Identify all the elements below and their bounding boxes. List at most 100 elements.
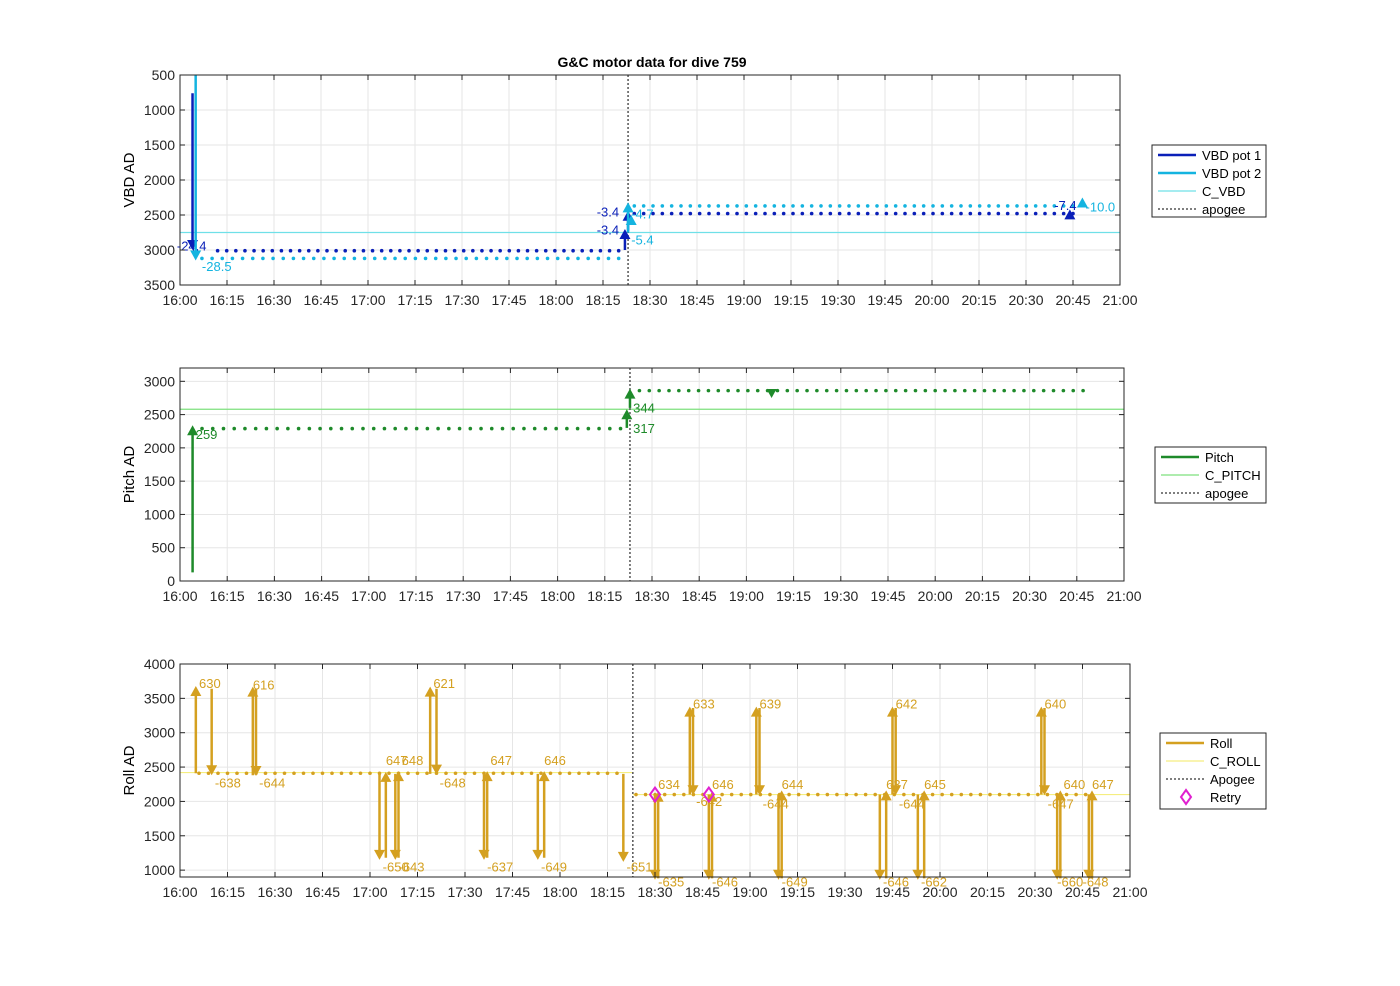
data-point [1033,211,1038,216]
event-arrowhead [912,869,924,880]
data-point [1045,792,1050,797]
data-point [884,211,889,216]
data-point [1074,792,1078,797]
x-tick-label: 17:15 [398,588,433,604]
event-arrowhead [380,771,392,782]
data-point [726,388,730,393]
event-label: -10.0 [1086,200,1116,215]
event-arrowhead [754,785,765,796]
x-tick-label: 20:00 [914,292,949,308]
x-tick-label: 19:00 [726,292,761,308]
data-point [679,204,683,208]
x-tick-label: 16:15 [210,884,245,900]
data-point [529,771,534,776]
x-tick-label: 17:45 [493,588,528,604]
data-point [805,388,809,393]
data-point [720,792,724,797]
data-point [281,256,286,261]
data-point [753,211,758,216]
event-arrowhead [481,771,493,782]
x-tick-label: 17:30 [447,884,482,900]
y-tick-label: 4000 [144,656,175,672]
event-arrowhead [621,409,633,420]
data-point [753,204,758,208]
data-point [641,211,646,216]
data-point [575,426,580,431]
data-point [940,792,944,797]
event-label: -3.4 [597,204,619,219]
data-point [1051,388,1056,393]
data-point [977,204,982,208]
data-point [725,211,730,216]
event-arrowhead [374,849,385,860]
event-label: 259 [196,427,218,442]
data-point [282,771,287,776]
event-arrowhead [424,686,436,697]
event-label: 648 [402,753,424,768]
data-point [632,211,637,216]
data-point [571,248,575,253]
data-point [893,211,898,216]
chart-panel-1: -24.4-28.5-3.4-3.4-5.4-4.7-7.4 -10.016:00… [121,67,1267,308]
data-point [902,792,906,797]
data-point [819,204,823,208]
data-point [291,256,296,261]
event-label: -4.7 [631,207,653,222]
data-point [463,771,467,776]
x-tick-label: 20:15 [970,884,1005,900]
data-point [824,388,829,393]
event-arrowhead [1064,209,1076,220]
data-point [707,204,711,208]
data-point [844,388,849,393]
event-arrowhead [1076,197,1088,208]
retry-marker [648,785,662,804]
data-point [403,256,408,261]
data-point [515,256,519,261]
event-label: -643 [399,860,425,875]
data-point [576,256,580,261]
data-point [404,426,408,431]
data-point [806,792,811,797]
data-point [781,211,786,216]
data-point [662,792,667,797]
data-point [320,771,325,776]
data-point [1033,204,1038,208]
event-label: 642 [896,697,918,712]
data-point [1041,388,1046,393]
chart-panels: -24.4-28.5-3.4-3.4-5.4-4.7-7.4 -10.016:00… [121,67,1267,900]
data-point [474,256,479,261]
event-arrowhead [880,790,892,801]
data-point [555,256,560,261]
event-label: -649 [541,860,567,875]
data-point [606,256,611,261]
data-point [716,388,721,393]
data-point [931,211,935,216]
data-point [234,248,238,253]
event-label: -649 [782,875,808,890]
data-point [453,771,458,776]
event-arrowhead [918,790,930,801]
data-point [847,211,851,216]
data-point [949,792,954,797]
data-point [301,771,306,776]
data-point [383,256,387,261]
data-point [903,211,907,216]
x-tick-label: 21:00 [1102,292,1137,308]
data-point [1007,792,1011,797]
x-tick-label: 17:45 [491,292,526,308]
data-point [543,248,548,253]
x-tick-label: 17:00 [352,884,387,900]
data-point [416,248,420,253]
data-point [479,426,483,431]
data-point [744,204,749,208]
event-label: -660 [1057,875,1083,890]
data-point [457,426,462,431]
data-point [1061,388,1066,393]
data-point [686,388,691,393]
event-arrowhead [617,851,629,862]
data-point [343,248,348,253]
data-point [835,792,839,797]
data-point [372,256,377,261]
data-point [311,256,316,261]
